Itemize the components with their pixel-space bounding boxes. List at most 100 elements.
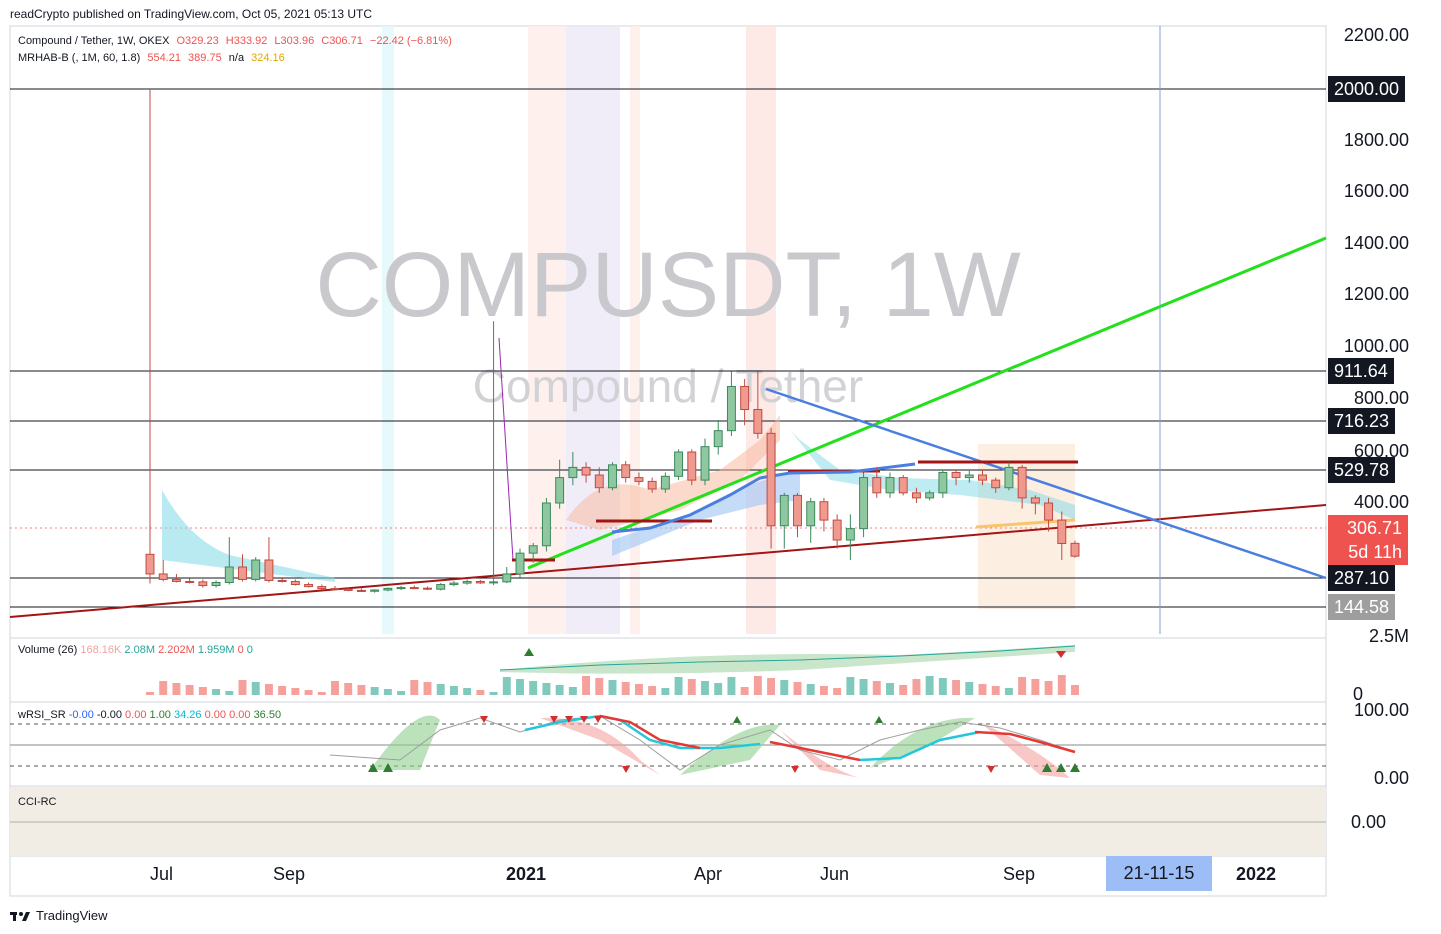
indicator-name: MRHAB-B (, 1M, 60, 1.8) [18, 52, 141, 64]
candle-body [621, 464, 631, 479]
volume-bar [278, 686, 287, 695]
volume-bar [767, 678, 776, 695]
volume-bar [661, 688, 670, 695]
candle-body [660, 475, 670, 490]
volume-bar [740, 687, 749, 695]
volume-bar [317, 692, 326, 695]
volume-bar [436, 684, 445, 695]
candle-body [700, 446, 710, 481]
rsi-sell-arrow-icon [550, 716, 558, 723]
price-axis-label: 2200.00 [1343, 25, 1409, 45]
volume-bar [476, 690, 485, 695]
candle-body [1004, 466, 1014, 489]
rsi-line [329, 715, 1076, 771]
volume-value-1: 168.16K [80, 644, 122, 656]
candle-body [608, 464, 617, 489]
volume-bar [185, 685, 194, 695]
candle-body [264, 559, 274, 581]
rsi-buy-arrow-icon [383, 763, 393, 772]
candle [925, 490, 935, 501]
volume-bar [819, 686, 828, 695]
candle [409, 585, 419, 590]
volume-bar [872, 681, 881, 695]
candle-body [1057, 519, 1067, 544]
cyan-cloud-left [162, 490, 335, 582]
blue-cloud [612, 470, 800, 556]
volume-bar [1018, 677, 1027, 695]
candle [740, 378, 750, 426]
legend-high: H333.92 [225, 35, 268, 47]
volume-value-6: 0 [246, 644, 253, 656]
candle-body [978, 474, 987, 481]
candle [991, 477, 1001, 493]
candle [713, 420, 723, 455]
rsi-buy-arrow-icon [1056, 763, 1066, 772]
candle [475, 579, 485, 584]
orange-cloud [566, 415, 780, 530]
candle [1030, 495, 1040, 515]
candle [185, 578, 195, 584]
candle [383, 587, 393, 592]
candle-body [713, 430, 723, 448]
rsi-sell-arrow-icon [594, 716, 602, 723]
indicator-value-3: n/a [228, 52, 245, 64]
time-label-apr: Apr [694, 864, 723, 884]
price-tag-2000: 2000.00 [1328, 76, 1406, 102]
volume-bar [753, 676, 762, 695]
candle [436, 583, 446, 591]
volume-bar [714, 683, 723, 695]
candle-body [726, 385, 736, 432]
price-axis-label: 600.00 [1353, 441, 1409, 461]
volume-bar [502, 677, 511, 695]
volume-bar [370, 687, 379, 695]
candle-body [304, 584, 314, 588]
volume-bar [608, 680, 617, 695]
legend-change: −22.42 (−6.81%) [369, 35, 452, 47]
volume-bar [833, 688, 842, 695]
tradingview-logo[interactable]: TradingView [10, 908, 108, 923]
volume-bar [793, 682, 802, 695]
volume-bars [146, 645, 1079, 695]
candle [290, 579, 300, 586]
candle-body [198, 581, 208, 587]
volume-bar [1004, 688, 1013, 695]
candle [938, 469, 948, 498]
candle-body [541, 502, 551, 547]
candle-body [409, 587, 419, 590]
candle [238, 554, 247, 582]
volume-bar [1057, 675, 1066, 695]
candle [198, 579, 208, 588]
rsi-red-cloud-1 [540, 717, 660, 775]
candle-body [462, 580, 472, 584]
publisher-line: readCrypto published on TradingView.com,… [10, 7, 372, 21]
volume-bar [582, 676, 591, 695]
rsi-buy-arrow-icon [733, 716, 741, 723]
volume-axis-zero: 0 [1352, 684, 1363, 704]
candle [568, 452, 578, 486]
candle [753, 371, 763, 439]
candle-body [964, 474, 974, 479]
candle [964, 469, 974, 483]
volume-bar [687, 679, 696, 695]
watermark-name: Compound / Tether [473, 360, 863, 412]
candle-body [158, 573, 168, 580]
candle-body [938, 471, 948, 494]
volume-bar [991, 686, 1000, 695]
candle-body [1017, 466, 1027, 499]
candle [898, 475, 908, 496]
rsi-indicator [10, 714, 1326, 778]
volume-axis-max: 2.5M [1368, 626, 1409, 646]
candle [793, 492, 802, 538]
price-tag-529: 529.78 [1328, 457, 1396, 483]
candle-body [423, 587, 432, 590]
candle-body [951, 471, 961, 479]
buy-arrow-icon [524, 648, 534, 656]
candle-body [224, 566, 234, 583]
volume-bar [410, 680, 419, 695]
watermark-symbol: COMPUSDT, 1W [315, 234, 1021, 336]
volume-bar [648, 686, 657, 695]
rsi-buy-arrow-icon [368, 763, 378, 772]
candle [859, 472, 869, 538]
candle-body [819, 501, 829, 521]
